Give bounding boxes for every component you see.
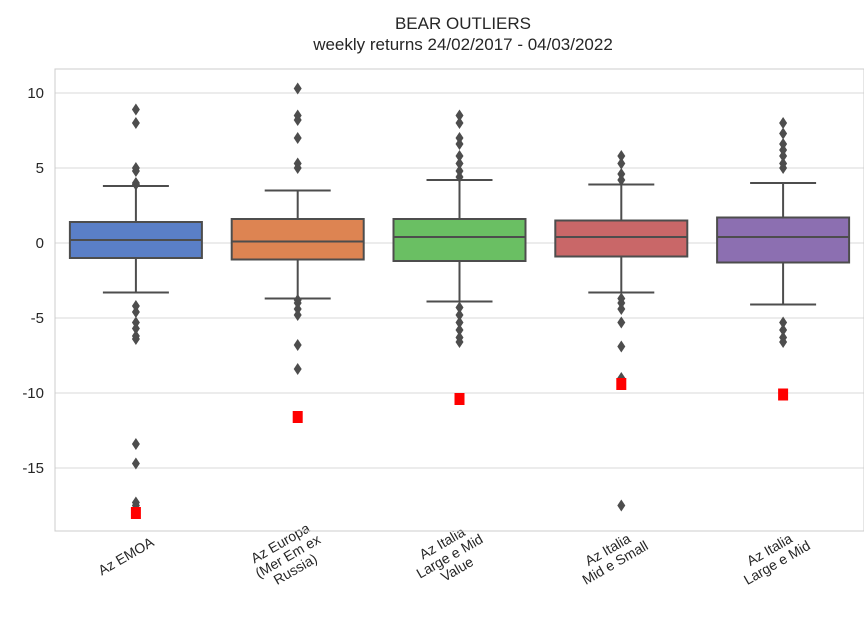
outlier-point xyxy=(455,138,464,150)
outlier-point xyxy=(455,309,464,321)
y-tick-label: 0 xyxy=(36,235,44,252)
y-axis-ticks: 10 5 0 -5 -10 -15 xyxy=(22,85,44,477)
x-tick-label-line: Az EMOA xyxy=(95,533,157,578)
x-tick-label: Az EMOA xyxy=(95,533,157,578)
box-group xyxy=(392,109,527,405)
outlier-point xyxy=(455,336,464,348)
outlier-point xyxy=(617,499,626,512)
box-group xyxy=(716,117,851,401)
outlier-point xyxy=(455,316,464,329)
x-tick-label: Az ItaliaLarge e MidValue xyxy=(406,518,493,595)
outlier-point xyxy=(293,339,302,351)
box-group xyxy=(230,82,365,423)
box-group xyxy=(554,150,689,512)
outlier-point xyxy=(131,117,140,129)
outlier-point xyxy=(779,316,788,329)
highlight-point xyxy=(778,388,789,401)
outlier-point xyxy=(293,363,302,375)
outlier-point xyxy=(779,150,788,162)
outlier-point xyxy=(455,109,464,122)
outlier-point xyxy=(293,82,302,95)
outlier-point xyxy=(293,162,302,174)
outlier-point xyxy=(131,438,140,450)
outlier-point xyxy=(455,150,464,162)
boxes xyxy=(68,82,851,519)
x-tick-label: Az ItaliaMid e Small xyxy=(572,524,651,587)
y-tick-label: 10 xyxy=(27,85,44,102)
highlight-point xyxy=(130,507,141,519)
outlier-point xyxy=(455,171,464,183)
box xyxy=(716,216,851,264)
x-axis-ticks: Az EMOA Az Europa(Mer Em exRussia) Az Ital… xyxy=(95,518,813,595)
outlier-point xyxy=(779,117,788,129)
outlier-point xyxy=(131,322,140,335)
outlier-point xyxy=(617,316,626,329)
outlier-point xyxy=(779,162,788,174)
outlier-point xyxy=(131,103,140,116)
outlier-point xyxy=(455,301,464,314)
outlier-point xyxy=(779,336,788,348)
x-tick-label: Az ItaliaLarge e Mid xyxy=(733,524,813,588)
chart-title: BEAR OUTLIERS xyxy=(395,14,531,33)
y-tick-label: -15 xyxy=(22,460,44,477)
box xyxy=(392,218,527,262)
y-tick-label: 5 xyxy=(36,160,44,177)
outlier-point xyxy=(617,303,626,315)
box-group xyxy=(68,103,203,519)
outlier-point xyxy=(293,114,302,126)
outlier-point xyxy=(131,306,140,318)
highlight-point xyxy=(454,393,465,405)
plot-frame xyxy=(54,68,864,532)
outlier-point xyxy=(131,178,140,191)
box xyxy=(554,219,689,258)
outlier-point xyxy=(455,117,464,129)
outlier-point xyxy=(779,324,788,336)
outlier-point xyxy=(293,132,302,144)
chart-subtitle: weekly returns 24/02/2017 - 04/03/2022 xyxy=(312,35,613,54)
outlier-point xyxy=(293,309,302,321)
box xyxy=(230,218,365,261)
outlier-point xyxy=(455,157,464,170)
outlier-point xyxy=(779,127,788,140)
highlight-point xyxy=(292,411,303,423)
outlier-point xyxy=(617,157,626,170)
outlier-point xyxy=(617,150,626,162)
outlier-point xyxy=(455,324,464,336)
y-tick-label: -5 xyxy=(31,310,44,327)
outlier-point xyxy=(131,457,140,470)
outlier-point xyxy=(131,165,140,177)
y-tick-label: -10 xyxy=(22,385,44,402)
highlight-point xyxy=(616,378,627,390)
outlier-point xyxy=(617,174,626,186)
outlier-point xyxy=(131,333,140,345)
outlier-point xyxy=(617,340,626,353)
x-tick-label: Az Europa(Mer Em exRussia) xyxy=(245,518,331,594)
